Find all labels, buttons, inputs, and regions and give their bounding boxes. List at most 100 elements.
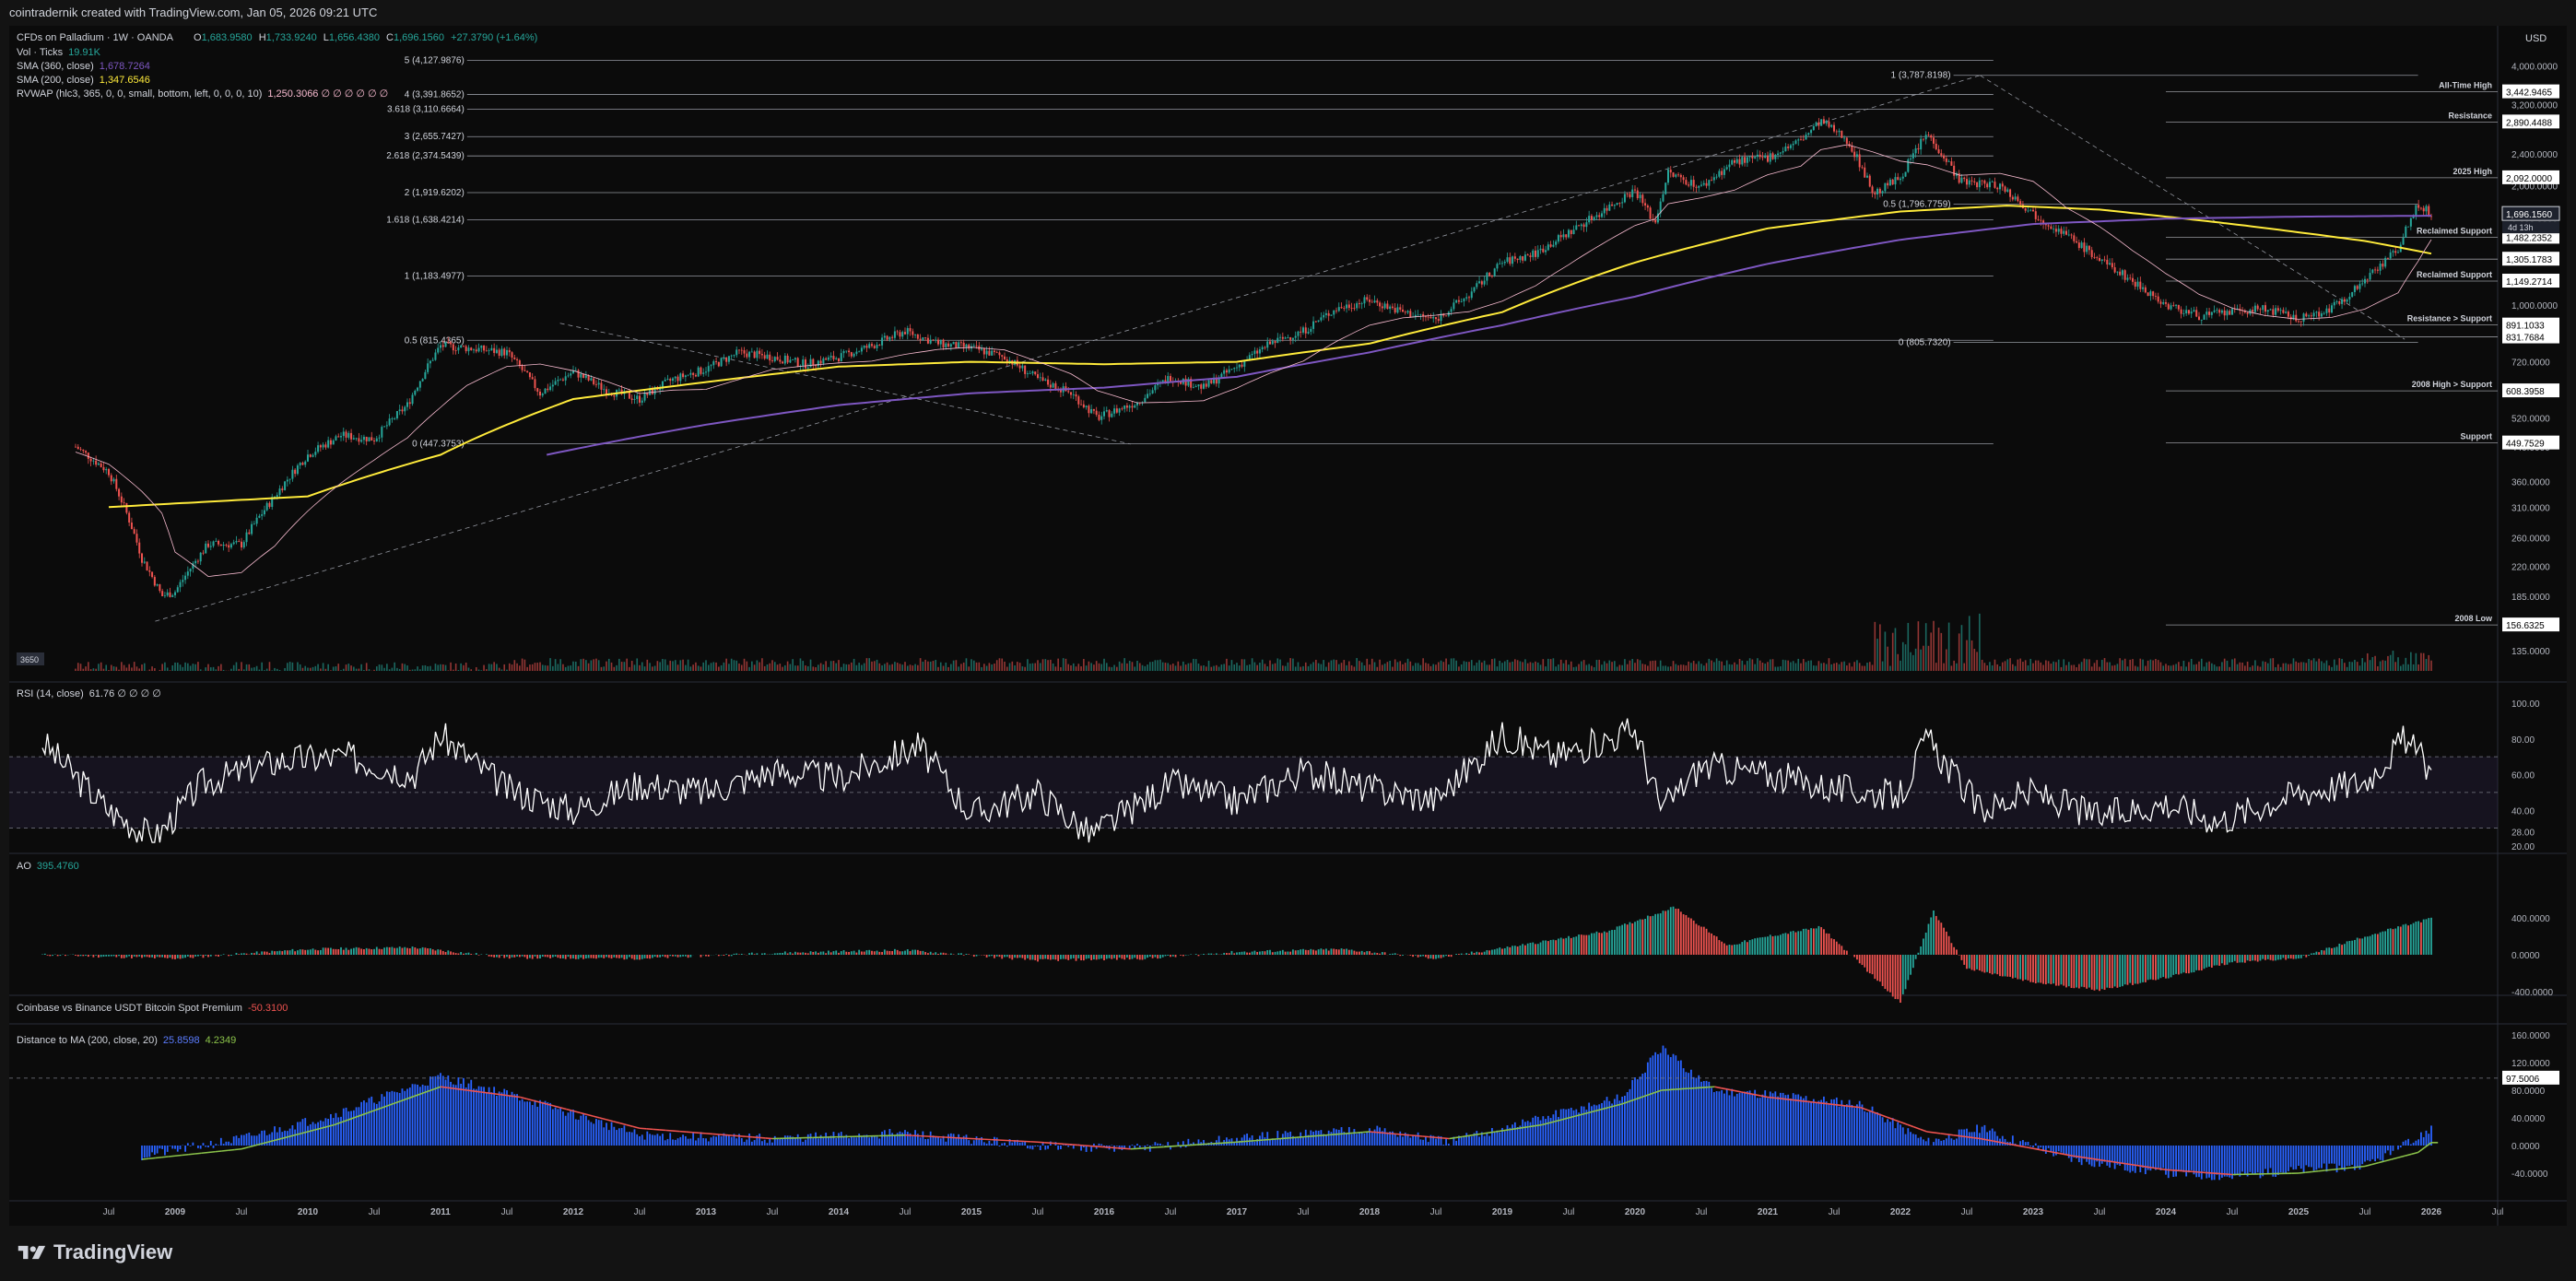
candle-body xyxy=(1595,215,1598,217)
ao-bar xyxy=(1476,951,1478,955)
ao-bar xyxy=(562,955,564,958)
distance-signal xyxy=(1535,1123,1543,1127)
candle-body xyxy=(700,367,702,374)
candle-body xyxy=(1904,171,1907,177)
volume-bar xyxy=(1075,666,1077,671)
candle-body xyxy=(1276,337,1279,344)
volume-bar xyxy=(141,664,143,671)
fib-label: 0.5 (815.4365) xyxy=(405,335,465,346)
candle-body xyxy=(534,379,536,389)
distance-bar xyxy=(473,1088,475,1146)
candle-body xyxy=(1884,182,1887,192)
distance-bar xyxy=(674,1139,676,1146)
distance-bar xyxy=(2243,1146,2246,1175)
rsi-pane[interactable] xyxy=(9,718,2498,843)
distance-bar xyxy=(2254,1146,2256,1175)
distance-bar xyxy=(1503,1131,1506,1146)
rvwap-line xyxy=(75,144,2432,578)
ao-bar xyxy=(1552,939,1555,955)
distance-bar xyxy=(347,1111,350,1146)
candle-body xyxy=(1940,153,1943,156)
volume-bar xyxy=(365,663,368,671)
distance-signal xyxy=(1501,1129,1510,1132)
ao-bar xyxy=(258,953,261,955)
ao-bar xyxy=(1011,955,1014,960)
distance-bar xyxy=(1721,1089,1723,1146)
candle-body xyxy=(1914,147,1917,154)
candle-body xyxy=(1988,182,1991,188)
volume-bar xyxy=(1136,660,1138,671)
distance-bar xyxy=(350,1111,352,1146)
ao-bar xyxy=(1483,951,1486,955)
candle-body xyxy=(174,592,176,595)
volume-bar xyxy=(1976,652,1978,671)
volume-bar xyxy=(994,664,995,671)
ao-bar xyxy=(2113,955,2116,987)
candle-body xyxy=(388,418,391,426)
distance-signal xyxy=(2218,1172,2226,1175)
distance-bar xyxy=(2086,1146,2088,1162)
candle-body xyxy=(1128,405,1131,408)
ao-bar xyxy=(2009,955,2011,977)
candle-body xyxy=(1864,167,1866,178)
level-note: 2008 Low xyxy=(2454,614,2493,623)
ao-bar xyxy=(1039,955,1041,959)
volume-bar xyxy=(1996,664,1999,671)
ao-bar xyxy=(840,951,842,955)
candle-body xyxy=(1049,384,1052,388)
distance-bar xyxy=(1728,1095,1731,1146)
distance-bar xyxy=(248,1133,251,1146)
ao-bar xyxy=(1491,949,1493,955)
distance-bar xyxy=(1679,1060,1682,1146)
distance-signal xyxy=(182,1153,189,1157)
distance-signal xyxy=(201,1151,209,1155)
volume-bar xyxy=(1769,659,1771,671)
candle-body xyxy=(756,350,759,358)
ao-bar xyxy=(1281,949,1284,955)
level-note: 2025 High xyxy=(2452,167,2492,176)
candle-body xyxy=(2029,209,2032,211)
ao-pane[interactable] xyxy=(41,906,2432,1004)
distance-bar xyxy=(1381,1131,1383,1146)
volume-bar xyxy=(1392,666,1394,671)
candle-body xyxy=(539,391,541,396)
ao-bar xyxy=(939,952,942,955)
volume-bar xyxy=(1021,666,1024,671)
ao-bar xyxy=(2136,955,2139,984)
volume-bar xyxy=(1067,664,1070,671)
ao-bar xyxy=(549,955,551,958)
volume-bar xyxy=(536,663,539,671)
candle-body xyxy=(972,345,975,347)
ao-bar xyxy=(1611,930,1613,955)
distance-bar xyxy=(799,1137,802,1146)
candle-body xyxy=(1734,159,1735,163)
distance-bar xyxy=(802,1141,805,1146)
volume-bar xyxy=(1330,660,1333,671)
candle-body xyxy=(773,357,776,361)
ao-bar xyxy=(995,955,998,957)
ao-bar xyxy=(1672,906,1675,955)
volume-bar xyxy=(465,662,467,671)
volume-bar xyxy=(1790,662,1792,671)
distance-pane[interactable] xyxy=(9,1045,2498,1181)
volume-bar xyxy=(1018,663,1021,671)
ao-bar xyxy=(1067,955,1070,960)
ao-bar xyxy=(2004,955,2006,977)
volume-bar xyxy=(1174,665,1177,671)
ao-bar xyxy=(1956,949,1958,955)
candle-body xyxy=(618,389,620,391)
distance-bar xyxy=(1907,1128,1910,1146)
ao-bar xyxy=(2310,953,2312,955)
distance-bar xyxy=(1027,1146,1029,1149)
ao-bar xyxy=(2088,955,2090,988)
distance-bar xyxy=(2358,1146,2361,1169)
ao-bar xyxy=(2341,945,2343,955)
candle-body xyxy=(835,358,838,359)
distance-signal xyxy=(2106,1159,2113,1163)
ao-bar xyxy=(1769,934,1771,955)
ao-bar xyxy=(2384,931,2387,955)
distance-bar xyxy=(1437,1135,1440,1146)
candle-body xyxy=(2080,242,2083,249)
